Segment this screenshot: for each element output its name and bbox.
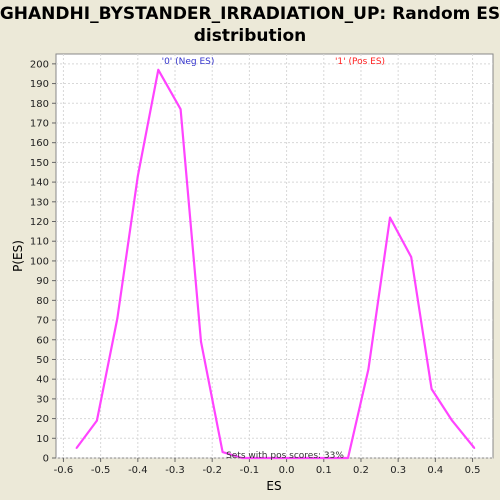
data-point [367,368,370,371]
x-tick-label: 0.5 [465,465,481,476]
y-tick-label: 150 [30,158,49,169]
y-tick-label: 40 [36,375,49,386]
y-tick-label: 90 [36,276,49,287]
x-tick-label: 0.2 [353,465,369,476]
y-tick-label: 120 [30,217,49,228]
plot-area [55,53,494,459]
data-point [137,175,139,177]
data-point [473,447,476,449]
y-tick-label: 140 [30,178,49,189]
y-tick-label: 160 [30,138,49,149]
x-axis-label: ES [266,479,281,493]
data-point [200,340,202,343]
y-tick-label: 130 [30,197,49,208]
y-tick-label: 50 [36,355,49,366]
y-tick-label: 80 [36,296,49,307]
data-point [330,457,333,459]
y-tick-label: 20 [36,414,49,425]
y-tick-label: 0 [43,454,49,465]
y-tick-label: 60 [36,335,49,346]
chart-title-line1: GHANDHI_BYSTANDER_IRRADIATION_UP: Random… [0,4,500,24]
y-tick-label: 190 [30,79,49,90]
x-tick-label: -0.6 [54,465,74,476]
x-tick-label: 0.1 [316,465,332,476]
data-point [157,68,160,71]
pos-scores-annotation: Sets with pos scores: 33% [226,451,344,461]
data-point [389,216,391,219]
y-tick-label: 180 [30,99,49,110]
x-tick-label: -0.1 [240,465,260,476]
y-tick-label: 10 [36,434,49,445]
chart-title-line2: distribution [194,26,306,46]
data-point [75,447,78,449]
y-tick-label: 170 [30,118,49,129]
x-tick-label: 0.4 [427,465,443,476]
tick-layer: -0.6 -0.5 -0.4 -0.3 -0.2 -0.1 0.0 0.1 0.2 0.3 0.4 0… [30,59,481,476]
data-point [263,457,266,459]
x-tick-label: 0.3 [390,465,406,476]
grid-layer [56,54,493,459]
data-point [430,388,433,390]
data-point [451,419,453,422]
data-point [96,419,98,422]
x-tick-label: -0.5 [91,465,111,476]
x-tick-label: -0.4 [128,465,148,476]
y-tick-label: 70 [36,316,49,327]
es-distribution-line [75,68,476,460]
pos-es-label: '1' (Pos ES) [335,57,385,67]
series-layer [75,68,476,460]
x-tick-label: -0.3 [165,465,185,476]
data-point [308,457,310,459]
data-point [116,317,119,319]
y-tick-label: 100 [30,256,49,267]
y-tick-label: 30 [36,394,49,405]
data-point [410,256,412,258]
x-tick-label: -0.2 [202,465,222,476]
y-tick-label: 110 [30,237,49,248]
data-point [221,451,224,453]
data-point [241,457,243,459]
y-axis-label: P(ES) [11,240,25,272]
data-point [179,108,182,110]
data-point [347,457,349,459]
data-point [285,457,288,459]
y-tick-label: 200 [30,59,49,70]
neg-es-label: '0' (Neg ES) [162,57,215,67]
x-tick-label: 0.0 [279,465,295,476]
